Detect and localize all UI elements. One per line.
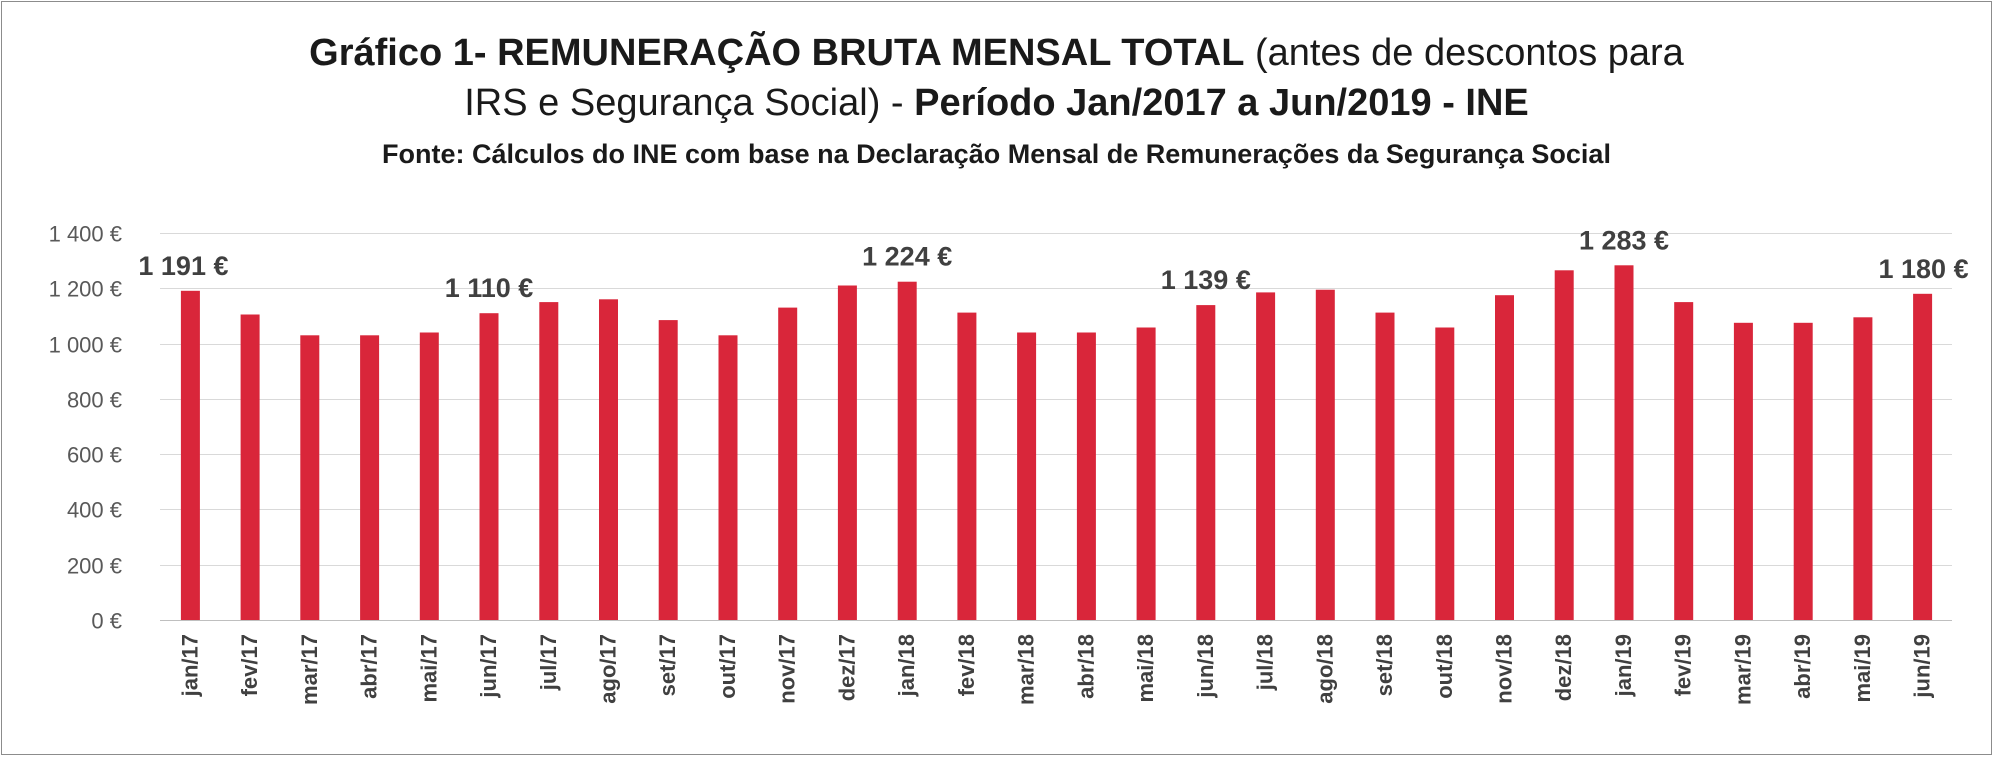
x-tick-label: mar/18 bbox=[1014, 634, 1039, 705]
bar bbox=[1614, 265, 1634, 620]
data-label: 1 224 € bbox=[862, 242, 952, 272]
x-tick-label: jan/18 bbox=[894, 634, 919, 697]
bar bbox=[1196, 305, 1216, 620]
data-label: 1 180 € bbox=[1879, 254, 1969, 284]
x-tick-label: nov/18 bbox=[1492, 634, 1517, 704]
x-tick-label: dez/17 bbox=[834, 634, 859, 701]
bar bbox=[1853, 317, 1873, 620]
gridlines bbox=[160, 233, 1952, 621]
data-label: 1 191 € bbox=[138, 251, 228, 281]
bar bbox=[1554, 270, 1574, 620]
data-label: 1 283 € bbox=[1579, 225, 1669, 255]
title-line-2: IRS e Segurança Social) - Período Jan/20… bbox=[2, 78, 1991, 128]
y-tick-label: 600 € bbox=[67, 443, 122, 468]
bar bbox=[1793, 322, 1813, 620]
title-line-1-normal: (antes de descontos para bbox=[1244, 32, 1684, 74]
y-axis-labels: 0 € 200 € 400 € 600 € 800 € 1 000 € 1 200 € 1 4… bbox=[49, 222, 122, 634]
y-tick-label: 1 000 € bbox=[49, 333, 122, 358]
bar bbox=[479, 313, 499, 620]
data-labels: 1 191 € 1 110 € 1 224 € 1 139 € 1 283 € 1 180… bbox=[138, 225, 1968, 303]
x-tick-label: jun/17 bbox=[476, 634, 501, 699]
bar bbox=[539, 302, 559, 620]
data-label: 1 110 € bbox=[445, 273, 534, 303]
y-tick-label: 1 400 € bbox=[49, 222, 122, 247]
title-line-2-bold: Período Jan/2017 a Jun/2019 - INE bbox=[914, 82, 1529, 124]
title-line-2-normal: IRS e Segurança Social) - bbox=[464, 82, 915, 124]
title-line-1-bold: Gráfico 1- REMUNERAÇÃO BRUTA MENSAL TOTA… bbox=[309, 32, 1245, 74]
bar bbox=[300, 335, 320, 620]
bar bbox=[419, 332, 439, 620]
x-tick-label: mar/19 bbox=[1730, 634, 1755, 705]
bar bbox=[897, 281, 917, 620]
x-tick-label: jul/17 bbox=[536, 634, 561, 691]
bar bbox=[957, 312, 977, 620]
x-tick-label: set/18 bbox=[1372, 634, 1397, 696]
bar bbox=[1435, 327, 1455, 620]
x-tick-label: mai/17 bbox=[416, 634, 441, 703]
y-tick-label: 400 € bbox=[67, 498, 122, 523]
y-tick-label: 0 € bbox=[91, 609, 122, 634]
bar bbox=[1674, 302, 1694, 620]
bar bbox=[1256, 292, 1276, 620]
x-tick-label: abr/18 bbox=[1073, 634, 1098, 699]
bar bbox=[1913, 293, 1933, 620]
bar bbox=[180, 290, 200, 620]
x-tick-label: abr/17 bbox=[357, 634, 382, 699]
bar bbox=[718, 335, 738, 620]
x-tick-label: fev/18 bbox=[954, 634, 979, 696]
x-tick-label: out/18 bbox=[1432, 634, 1457, 699]
x-tick-label: jan/17 bbox=[177, 634, 202, 697]
y-tick-label: 1 200 € bbox=[49, 277, 122, 302]
x-tick-label: out/17 bbox=[715, 634, 740, 699]
bars bbox=[180, 265, 1933, 620]
bar bbox=[658, 320, 678, 620]
x-tick-label: jan/19 bbox=[1611, 634, 1636, 697]
bar bbox=[599, 299, 618, 620]
bar bbox=[837, 285, 857, 620]
bar bbox=[1495, 295, 1514, 620]
x-tick-label: mai/19 bbox=[1850, 634, 1875, 703]
x-tick-label: ago/18 bbox=[1312, 634, 1337, 704]
bar bbox=[360, 335, 380, 620]
bar bbox=[1136, 327, 1156, 620]
bar bbox=[240, 314, 260, 620]
x-tick-label: fev/19 bbox=[1671, 634, 1696, 696]
bar bbox=[1375, 312, 1395, 620]
chart-source: Fonte: Cálculos do INE com base na Decla… bbox=[382, 139, 1611, 169]
bar bbox=[1076, 332, 1096, 620]
x-tick-label: nov/17 bbox=[775, 634, 800, 704]
x-tick-label: ago/17 bbox=[596, 634, 621, 704]
x-tick-label: abr/19 bbox=[1790, 634, 1815, 699]
bar bbox=[1017, 332, 1037, 620]
x-tick-label: fev/17 bbox=[237, 634, 262, 696]
bar bbox=[1733, 322, 1753, 620]
y-tick-label: 200 € bbox=[67, 554, 122, 579]
x-tick-label: mai/18 bbox=[1133, 634, 1158, 703]
x-tick-label: dez/18 bbox=[1551, 634, 1576, 701]
x-tick-label: mar/17 bbox=[297, 634, 322, 705]
x-tick-label: jun/19 bbox=[1910, 634, 1935, 699]
chart-title: Gráfico 1- REMUNERAÇÃO BRUTA MENSAL TOTA… bbox=[2, 28, 1991, 174]
x-tick-label: set/17 bbox=[655, 634, 680, 696]
x-tick-label: jun/18 bbox=[1193, 634, 1218, 699]
bar bbox=[1315, 289, 1335, 620]
x-axis-labels: jan/17 fev/17 mar/17 abr/17 mai/17 jun/17 jul/… bbox=[177, 634, 1934, 705]
title-line-1: Gráfico 1- REMUNERAÇÃO BRUTA MENSAL TOTA… bbox=[2, 28, 1991, 78]
bar bbox=[778, 307, 798, 620]
y-tick-label: 800 € bbox=[67, 388, 122, 413]
data-label: 1 139 € bbox=[1161, 265, 1251, 295]
x-tick-label: jul/18 bbox=[1253, 634, 1278, 691]
